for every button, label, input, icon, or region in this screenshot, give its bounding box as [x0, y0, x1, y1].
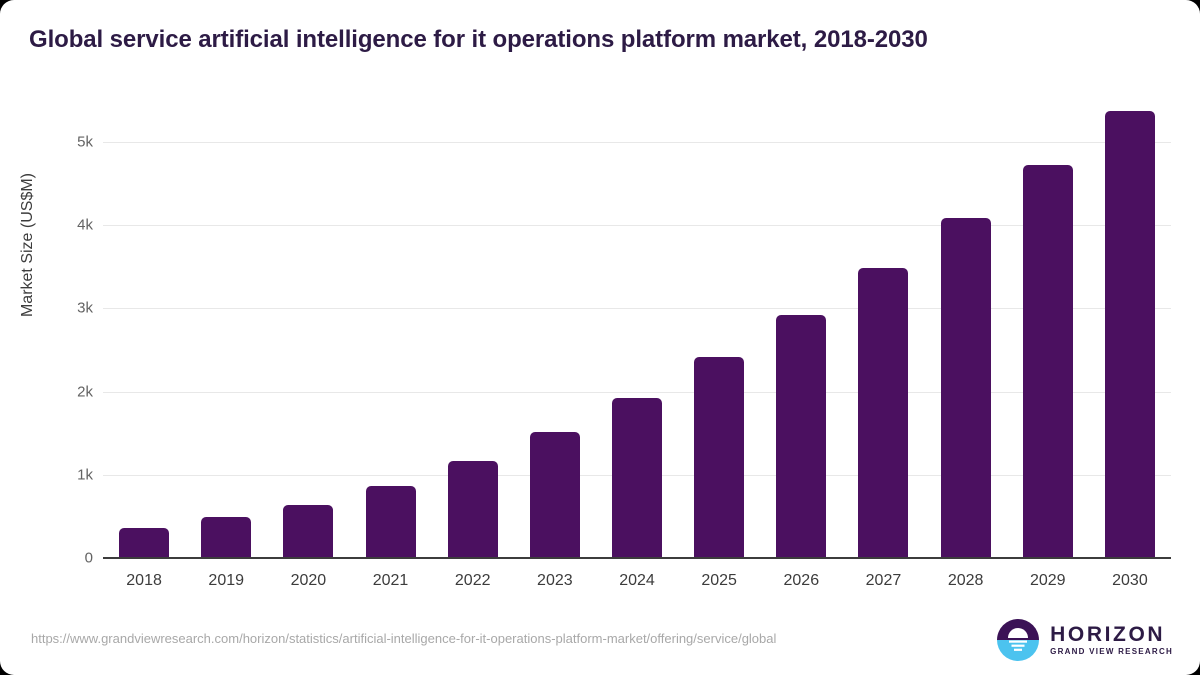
bar-2020[interactable] [283, 505, 334, 558]
gridline [103, 142, 1171, 143]
bar-2029[interactable] [1022, 164, 1073, 558]
y-tick-label: 2k [77, 383, 93, 401]
bar-2024[interactable] [612, 397, 662, 558]
bar-2030[interactable] [1104, 111, 1155, 558]
bar-2018[interactable] [119, 528, 170, 558]
bar-2021[interactable] [365, 486, 416, 558]
x-tick-label: 2030 [1112, 572, 1148, 589]
bar-2023[interactable] [529, 432, 580, 558]
source-url[interactable]: https://www.grandviewresearch.com/horizo… [31, 631, 777, 646]
x-tick-label: 2020 [290, 572, 327, 589]
y-tick-label: 4k [77, 216, 93, 234]
y-axis-title: Market Size (US$M) [19, 172, 36, 318]
bar-2026[interactable] [776, 315, 827, 558]
x-axis-line [103, 557, 1171, 559]
y-tick-label: 0 [84, 549, 93, 567]
bar-2025[interactable] [694, 357, 745, 558]
x-tick-label: 2023 [537, 572, 573, 589]
bar-2027[interactable] [858, 268, 909, 558]
bar-2019[interactable] [201, 516, 252, 558]
horizon-logo-tagline: GRAND VIEW RESEARCH [1050, 646, 1173, 656]
y-tick-label: 5k [77, 133, 93, 151]
x-tick-label: 2022 [454, 572, 491, 589]
x-tick-label: 2026 [783, 572, 820, 589]
x-tick-label: 2028 [947, 572, 984, 589]
x-tick-label: 2029 [1029, 572, 1066, 589]
x-tick-label: 2027 [865, 572, 902, 589]
horizon-logo-wordmark: HORIZON [1050, 622, 1166, 646]
gridline [103, 225, 1171, 227]
horizon-logo: HORIZON GRAND VIEW RESEARCH [996, 617, 1173, 663]
gridline [103, 391, 1171, 393]
bar-2028[interactable] [940, 217, 991, 558]
x-tick-label: 2025 [701, 572, 737, 589]
page-title: Global service artificial intelligence f… [29, 26, 928, 53]
x-tick-label: 2018 [126, 572, 162, 589]
plot-area [103, 95, 1171, 558]
gridline [103, 308, 1171, 310]
horizon-logo-text: HORIZON GRAND VIEW RESEARCH [1050, 622, 1173, 657]
y-tick-label: 3k [77, 299, 93, 317]
horizon-logo-icon [996, 618, 1040, 662]
x-tick-label: 2021 [372, 572, 409, 589]
x-tick-label: 2019 [208, 572, 245, 589]
y-tick-label: 1k [77, 466, 93, 484]
x-tick-label: 2024 [619, 572, 655, 589]
bar-2022[interactable] [447, 461, 498, 558]
